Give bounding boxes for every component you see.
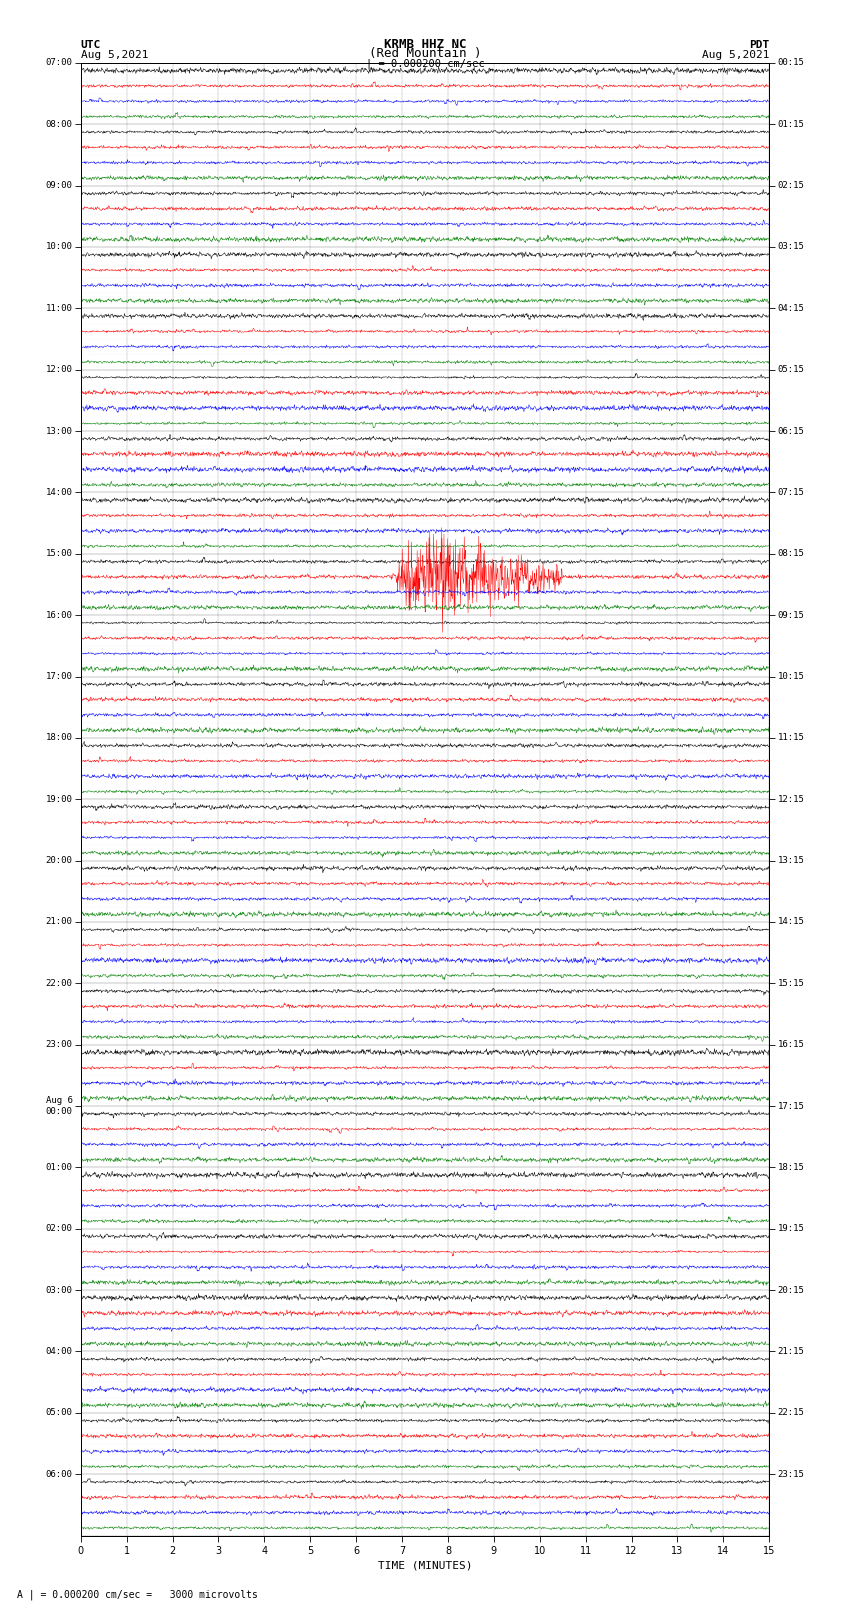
Text: UTC: UTC [81,40,101,50]
Text: KRMB HHZ NC: KRMB HHZ NC [383,37,467,50]
X-axis label: TIME (MINUTES): TIME (MINUTES) [377,1560,473,1569]
Text: (Red Mountain ): (Red Mountain ) [369,47,481,60]
Text: PDT: PDT [749,40,769,50]
Text: | = 0.000200 cm/sec: | = 0.000200 cm/sec [366,58,484,69]
Text: A | = 0.000200 cm/sec =   3000 microvolts: A | = 0.000200 cm/sec = 3000 microvolts [17,1589,258,1600]
Text: Aug 5,2021: Aug 5,2021 [702,50,769,60]
Text: Aug 5,2021: Aug 5,2021 [81,50,148,60]
